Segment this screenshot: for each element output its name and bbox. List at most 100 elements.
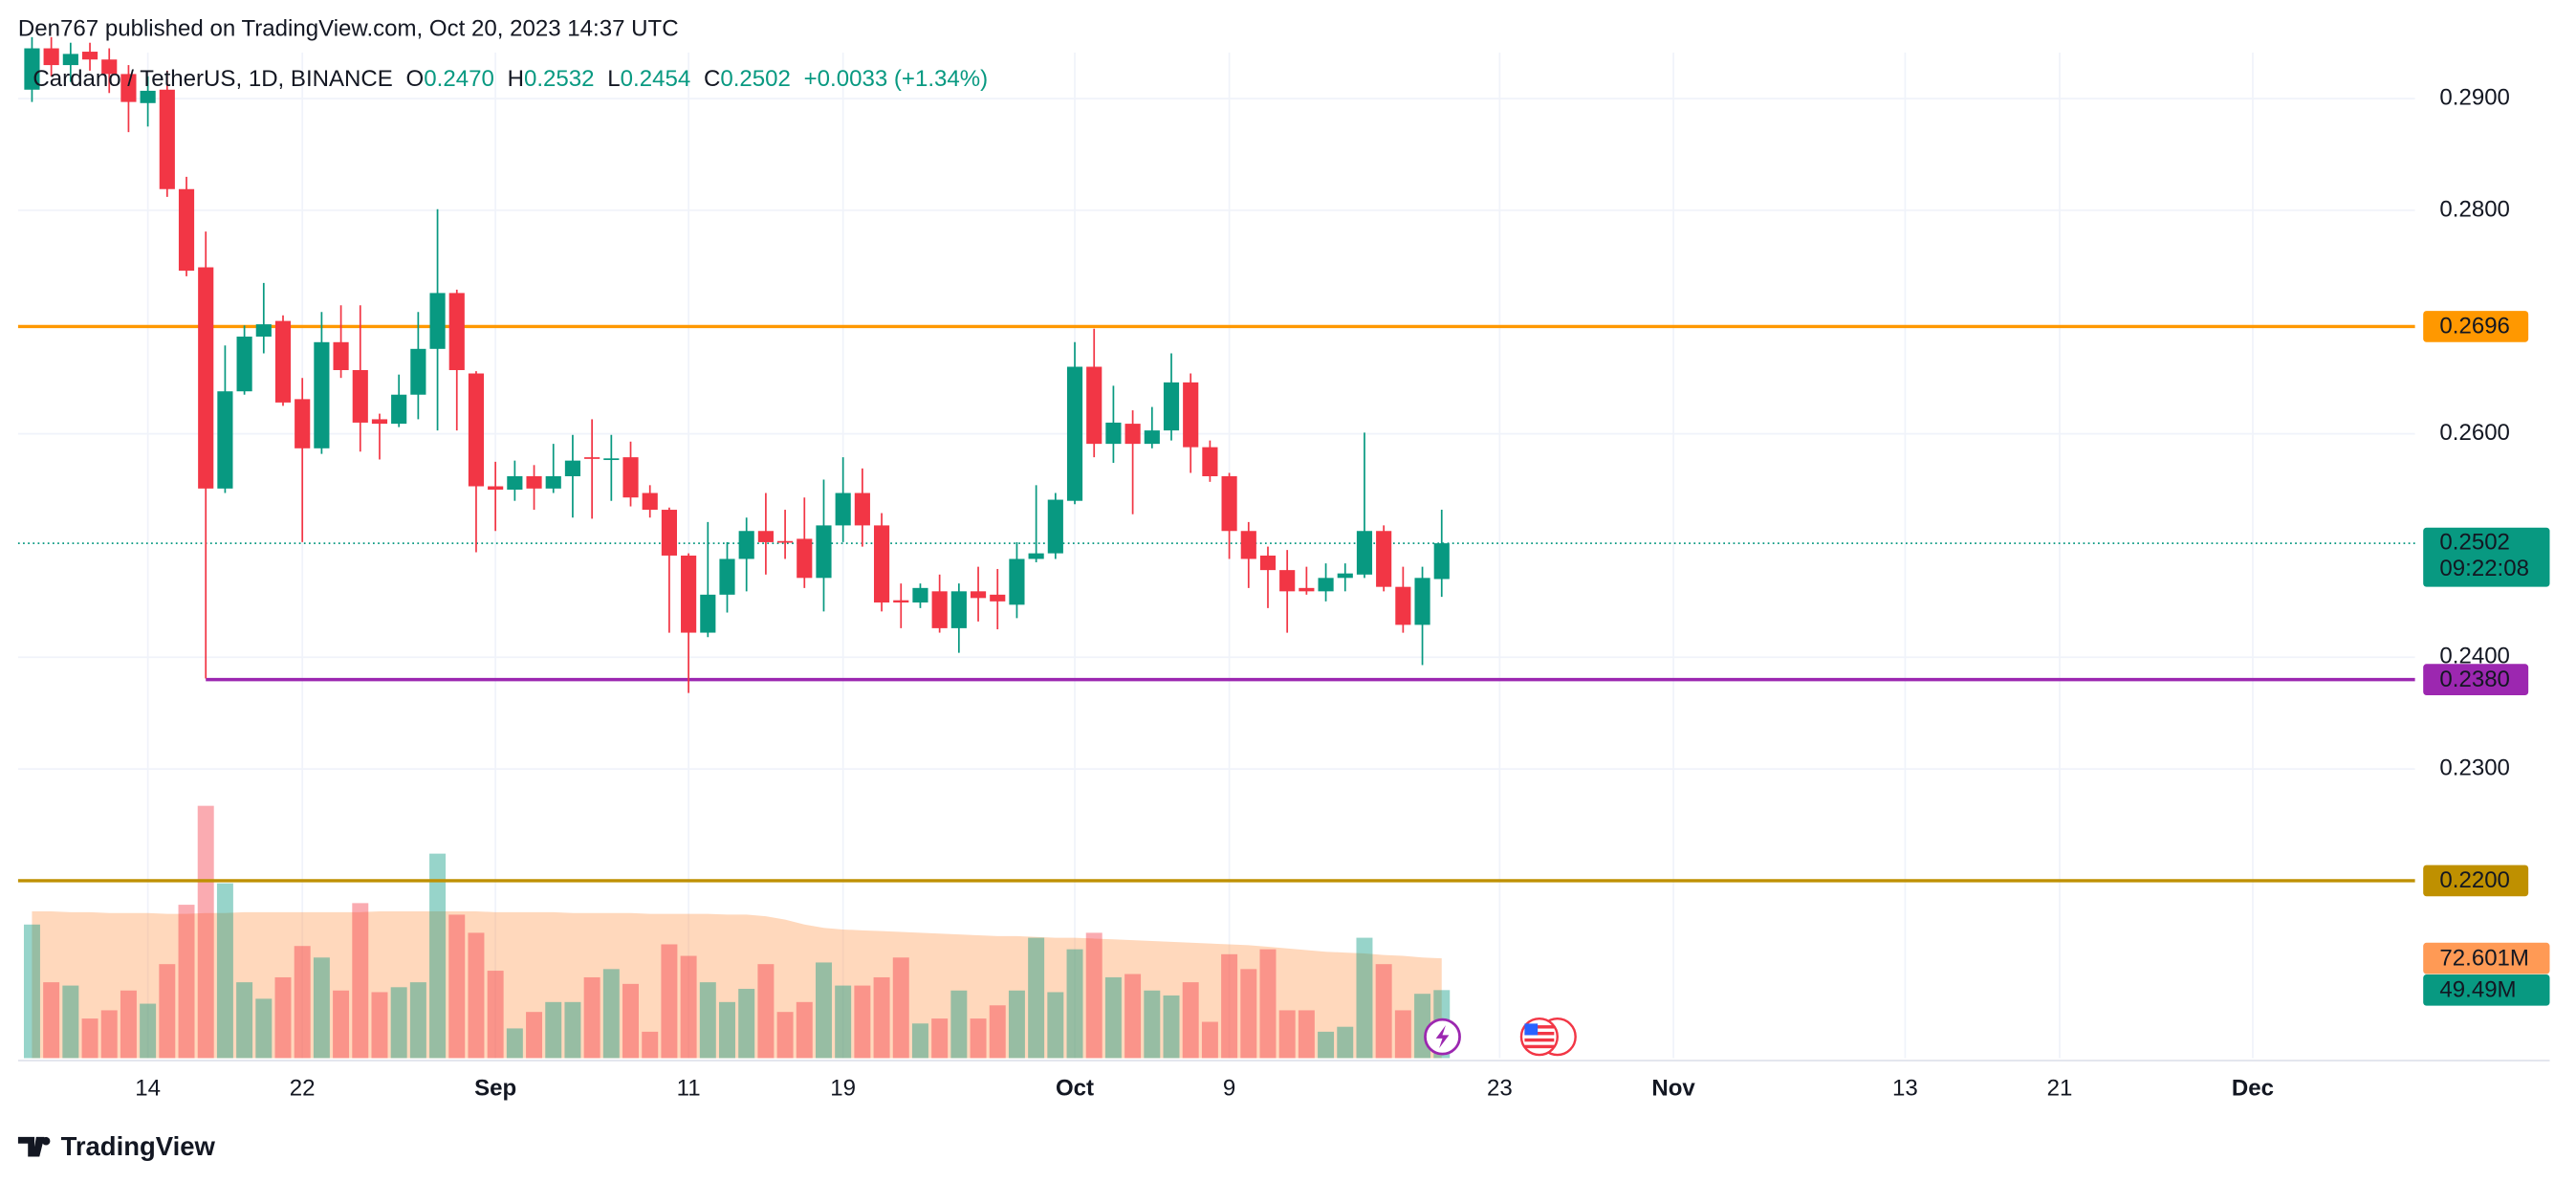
volume-bar	[950, 990, 968, 1059]
volume-bar	[738, 989, 755, 1059]
volume-bar	[43, 982, 60, 1059]
candle-body	[990, 594, 1006, 602]
volume-bar	[1259, 949, 1277, 1059]
candle-body	[217, 391, 233, 489]
candle-body	[642, 492, 658, 511]
candle-body	[1009, 558, 1025, 605]
candle-body	[835, 492, 851, 526]
volume-bar	[352, 903, 369, 1059]
x-tick-label: 11	[677, 1075, 701, 1101]
volume-bar	[680, 955, 697, 1059]
volume-ma-label: 72.601M	[2439, 945, 2529, 971]
candle-body	[488, 486, 504, 491]
volume-bar	[1008, 990, 1025, 1059]
volume-bar	[970, 1018, 987, 1059]
x-tick-label: 21	[2047, 1075, 2073, 1101]
volume-bar	[1028, 937, 1045, 1059]
candle-body	[101, 59, 118, 75]
candle-body	[681, 555, 697, 633]
legend-key: O	[406, 67, 425, 93]
volume-bar	[313, 957, 330, 1059]
volume-bar	[1240, 969, 1257, 1059]
level-label-box	[2423, 865, 2529, 897]
footer: TradingView	[61, 1131, 216, 1161]
candle-body	[970, 591, 987, 599]
volume-bar	[120, 990, 137, 1059]
volume-bar	[1144, 990, 1161, 1059]
candle-body	[140, 90, 156, 103]
candle-body	[1202, 447, 1218, 477]
candle-body	[1414, 578, 1430, 625]
volume-bar	[719, 1001, 735, 1059]
candle-body	[62, 54, 78, 66]
volume-bar	[564, 1001, 581, 1059]
volume-bar	[1047, 992, 1064, 1059]
candle-body	[1337, 573, 1353, 579]
candle-body	[274, 320, 292, 403]
candle-body	[1376, 531, 1392, 587]
x-tick-label: 13	[1892, 1075, 1918, 1101]
candle-body	[797, 538, 813, 579]
volume-bar	[1278, 1010, 1296, 1059]
footer-logo	[17, 1136, 51, 1157]
volume-bar	[506, 1028, 523, 1059]
volume-bar	[776, 1012, 794, 1059]
legend-value: 0.2502	[720, 67, 791, 93]
legend-key: H	[508, 67, 524, 93]
x-tick-label: Sep	[474, 1075, 516, 1101]
candle-body	[352, 370, 368, 423]
level-label: 0.2696	[2439, 314, 2510, 339]
volume-bar	[1182, 982, 1199, 1059]
legend-change: +0.0033 (+1.34%)	[804, 67, 989, 93]
header: Den767 published on TradingView.com, Oct…	[18, 15, 679, 41]
volume-bar	[1124, 974, 1142, 1059]
candle-body	[410, 348, 426, 395]
volume-bar	[487, 971, 504, 1059]
candle-body	[1144, 430, 1160, 445]
volume-pane	[23, 805, 1451, 1059]
volume-bar	[1221, 953, 1238, 1059]
volume-bar	[1085, 932, 1102, 1059]
volume-bar	[1298, 1010, 1315, 1059]
volume-bar	[545, 1001, 562, 1059]
volume-bar	[371, 992, 388, 1059]
volume-bar	[873, 976, 890, 1059]
candle-body	[1221, 476, 1237, 532]
x-tick-label: 22	[290, 1075, 316, 1101]
legend-value: 0.2454	[621, 67, 691, 93]
candle-body	[1066, 366, 1083, 501]
volume-bar	[1201, 1021, 1218, 1059]
volume-bar	[409, 982, 426, 1059]
volume-bar	[1375, 964, 1392, 1059]
event-icons	[1424, 1018, 1577, 1057]
volume-bar	[1318, 1031, 1335, 1059]
candle-body	[1163, 382, 1180, 431]
candle-body	[1259, 555, 1277, 571]
candle-body	[661, 510, 677, 556]
volume-bar	[274, 976, 292, 1059]
candle-body	[507, 476, 523, 491]
legend-key: C	[704, 67, 720, 93]
volume-bar	[23, 924, 40, 1059]
lightning-glyph	[1435, 1025, 1450, 1049]
volume-bar	[815, 962, 832, 1059]
candle-body	[757, 531, 774, 542]
y-tick-label: 0.2800	[2439, 196, 2510, 222]
volume-label: 49.49M	[2439, 977, 2516, 1003]
volume-bar	[1104, 976, 1122, 1059]
candle-body	[1124, 424, 1141, 445]
candle-body	[43, 48, 59, 66]
volume-bar	[796, 1001, 813, 1059]
candle-body	[178, 188, 195, 272]
volume-bar	[1163, 995, 1180, 1059]
volume-bar	[216, 883, 233, 1059]
legend-value: 0.2470	[424, 67, 494, 93]
volume-ma-box	[2423, 942, 2550, 974]
candle-body	[371, 419, 388, 425]
candle-body	[931, 591, 948, 628]
candle-body	[429, 293, 446, 349]
legend: Cardano / TetherUS, 1D, BINANCE O0.2470 H0…	[33, 67, 988, 93]
volume-bar	[255, 998, 273, 1059]
flag-icon[interactable]	[1519, 1018, 1577, 1057]
